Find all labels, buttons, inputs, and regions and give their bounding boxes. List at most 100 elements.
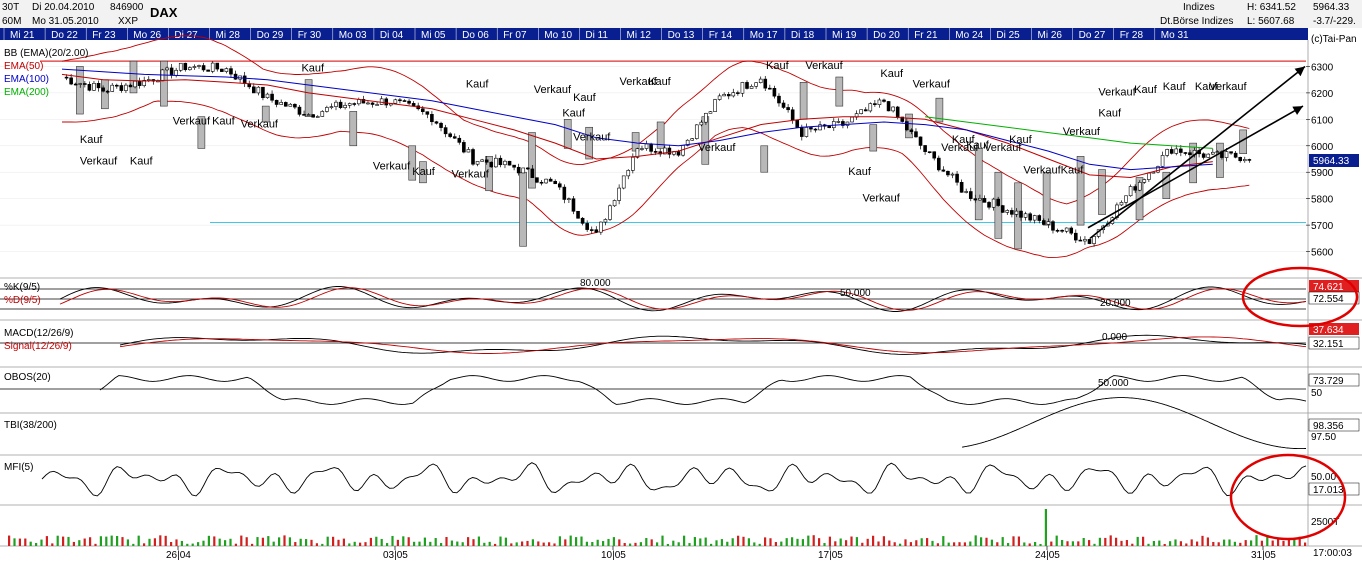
candle-body [320,111,325,117]
candle-body [484,159,489,163]
legend-ema200: EMA(200) [4,87,49,98]
volume-bar [969,541,972,546]
candle-body [215,62,220,70]
volume-bar [1206,537,1209,546]
volume-bar [180,540,183,546]
volume-bar [418,541,421,546]
signal-box [197,116,206,149]
candle-body [119,85,124,91]
candle-body [909,129,914,132]
candle-body [831,121,836,129]
day-label: Fr 14 [709,30,733,41]
volume-bar [56,535,59,546]
volume-bar [893,542,896,546]
volume-bar [823,543,826,546]
volume-bar [1169,541,1172,546]
signal-annotation: Kauf [766,60,790,72]
volume-bar [855,537,858,546]
volume-bar [1196,541,1199,546]
candle-body [895,106,900,118]
obos-tick: 50 [1311,388,1323,399]
candle-body [548,178,553,182]
candle-body [1069,227,1074,234]
stoch-k-label: %K(9/5) [4,282,40,293]
candle-body [932,151,937,159]
signal-box [519,171,527,247]
volume-bar [1233,541,1236,546]
volume-bar [450,540,453,546]
candle-body [192,66,197,68]
signal-annotation: Kauf [1163,81,1187,93]
candle-body [420,108,425,112]
trend-arrow-steep [1089,65,1306,239]
volume-bar [602,541,605,546]
legend-ema100: EMA(100) [4,74,49,85]
candle-body [375,104,379,106]
stoch-k-value: 74.621 [1313,282,1344,293]
day-label: Di 25 [996,30,1020,41]
volume-bar [1109,535,1112,546]
candle-body [370,102,375,105]
signal-annotation: Verkauf [698,142,736,154]
candle-body [306,114,311,116]
volume-bar [1023,542,1026,546]
mfi-badge [1308,482,1360,496]
candle-body [1229,151,1233,154]
stoch-d-badge [1308,291,1360,305]
volume-bar [882,536,885,546]
signal-annotation: Kauf [412,166,436,178]
volume-bar [618,539,621,546]
tbi-value: 98.356 [1313,421,1344,432]
candle-body [197,65,201,67]
candle-body [799,126,804,137]
candle-body [964,191,969,193]
day-label: Do 13 [668,30,695,41]
macd-zero-label: 0.000 [1102,332,1127,343]
volume-bar [612,537,615,546]
candle-body [1087,239,1092,244]
volume-bar [672,540,675,546]
date-axis-label: 10|05 [601,550,626,561]
candle-body [521,167,526,174]
exchange-label: XXP [118,16,138,27]
candle-body [64,76,69,79]
category-label: Indizes [1183,2,1215,13]
volume-bar [915,540,918,546]
volume-bar [818,538,821,546]
signal-annotation: Verkauf [534,84,572,96]
low-label: L: 5607.68 [1247,16,1295,27]
volume-bar [1152,541,1155,546]
candle-body [489,161,494,168]
signal-annotation: Verkauf [373,161,411,173]
candle-body [941,169,946,172]
day-label: Mi 26 [1038,30,1063,41]
candle-body [361,98,366,104]
stoch-level-high: 80.000 [580,278,611,289]
candle-body [704,112,708,123]
candle-body [827,125,832,129]
day-label: Di 18 [791,30,815,41]
obos-value: 73.729 [1313,376,1344,387]
volume-bar [558,536,561,546]
candle-body [398,99,402,102]
candle-body [1014,210,1019,215]
volume-bar [812,535,815,546]
candle-body [914,131,918,138]
volume-bar [461,542,464,546]
volume-bar [839,538,842,546]
volume-bar [315,543,318,546]
candle-body [1032,215,1037,221]
candle-body [923,145,927,152]
volume-bar [764,537,767,546]
volume-bar [704,537,707,546]
volume-bar [105,536,108,546]
date-from-label: Di 20.04.2010 [32,2,95,13]
candle-body [498,157,503,166]
volume-bar [1077,541,1080,546]
obos-label: OBOS(20) [4,372,51,383]
volume-bar [153,538,156,546]
volume-bar [483,542,486,546]
candle-body [1010,210,1014,215]
volume-bar [796,538,799,546]
volume-bar [386,543,389,546]
